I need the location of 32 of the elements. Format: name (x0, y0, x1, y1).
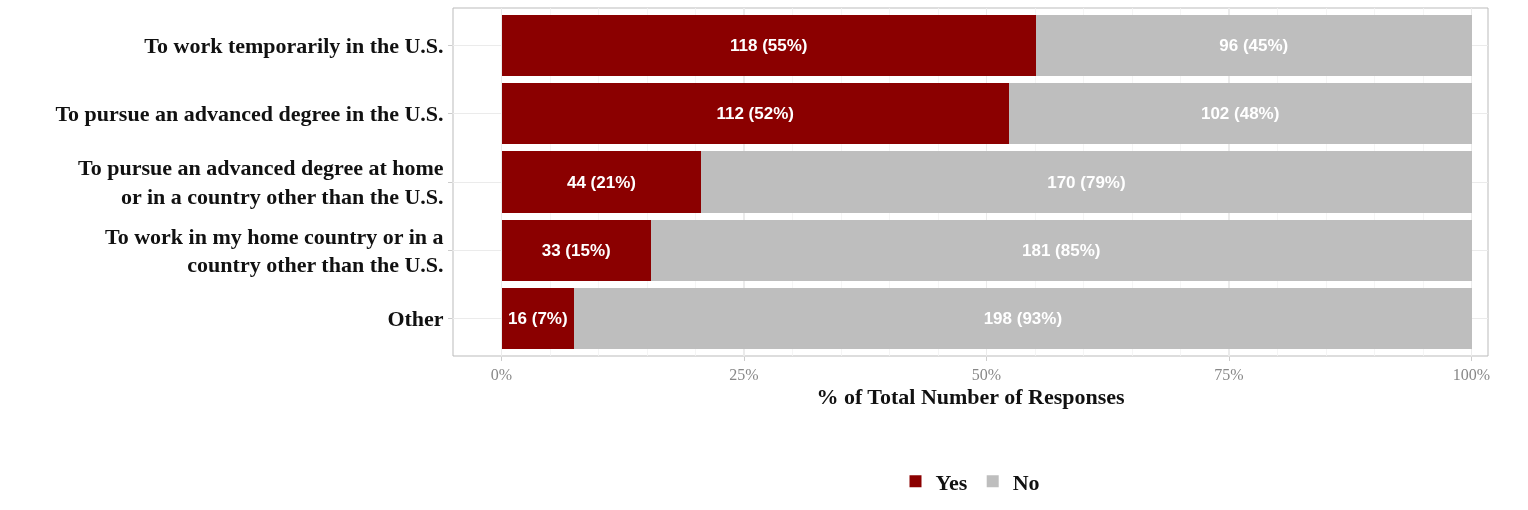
x-tick-label: 50% (971, 366, 1002, 384)
bar (501, 14, 1036, 77)
data-label: 112 (52%) (716, 104, 794, 124)
bar (1035, 14, 1472, 77)
data-label: 96 (45%) (1219, 36, 1289, 56)
legend-label: No (1012, 469, 1040, 495)
y-tick-label: Other (387, 306, 444, 332)
data-label: 118 (55%) (729, 36, 808, 56)
data-label: 198 (93%) (983, 308, 1063, 328)
x-tick-label: 100% (1452, 366, 1491, 384)
data-label: 33 (15%) (541, 240, 611, 260)
data-label: 170 (79%) (1047, 172, 1126, 192)
x-tick-label: 75% (1214, 366, 1244, 384)
legend-label: Yes (935, 469, 968, 495)
bar (501, 83, 1009, 145)
bar (1008, 83, 1472, 145)
y-tick-label: To pursue an advanced degree at home or in a country other than the U.S. (78, 155, 444, 209)
x-tick-label: 0% (490, 366, 513, 384)
y-tick-label: To work in my home country or in a country other than the U.S. (105, 223, 444, 278)
y-tick-label: To work temporarily in the U.S. (144, 33, 444, 59)
y-tick-label: To pursue an advanced degree in the U.S. (55, 101, 444, 127)
bar (574, 287, 1472, 350)
bar (501, 219, 651, 281)
data-label: 181 (85%) (1021, 240, 1101, 260)
bar (701, 151, 1472, 213)
data-label: 44 (21%) (566, 172, 636, 192)
data-label: 16 (7%) (508, 308, 568, 328)
x-tick-label: 25% (729, 366, 759, 384)
data-label: 102 (48%) (1200, 104, 1280, 124)
x-axis-title: % of Total Number of Responses (816, 384, 1126, 410)
bar (501, 151, 702, 213)
bar (650, 219, 1472, 281)
